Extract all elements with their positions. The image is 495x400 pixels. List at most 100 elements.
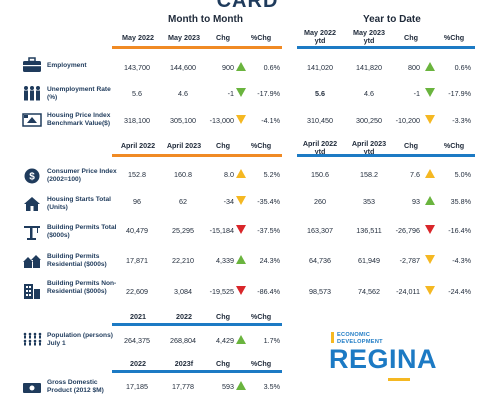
dollar-icon: $ bbox=[24, 168, 40, 184]
logo-underline bbox=[388, 378, 410, 381]
month-cell: 96 bbox=[133, 197, 141, 206]
col-header: May 2022 bbox=[122, 33, 154, 42]
month-cell: -17.9% bbox=[257, 89, 280, 98]
briefcase-icon bbox=[23, 57, 41, 72]
trend-up-green-icon bbox=[236, 255, 246, 264]
header-bar bbox=[112, 370, 282, 373]
ytd-header-bar bbox=[297, 154, 475, 157]
month-cell: -35.4% bbox=[257, 197, 280, 206]
ytd-cell: 163,307 bbox=[307, 226, 333, 235]
month-cell: 5.6 bbox=[132, 89, 142, 98]
homes-icon bbox=[23, 255, 41, 268]
row-label-employment: Employment bbox=[47, 62, 87, 69]
month-cell: 5.2% bbox=[263, 170, 280, 179]
ytd-cell: 141,020 bbox=[307, 63, 333, 72]
month-cell: 1.7% bbox=[263, 336, 280, 345]
col-header: May 2023 bbox=[168, 33, 200, 42]
row-label-housing-starts: Housing Starts Total (Units) bbox=[47, 196, 111, 211]
row-label-unemployment: Unemployment Rate (%) bbox=[47, 86, 111, 101]
ytd-cell: -16.4% bbox=[448, 226, 471, 235]
col-header: May 2023 ytd bbox=[353, 28, 385, 45]
svg-text:$: $ bbox=[29, 172, 35, 183]
ytd-cell: 4.6 bbox=[364, 89, 374, 98]
header-bar bbox=[112, 323, 282, 326]
trend-down-yellow-icon bbox=[236, 196, 246, 205]
col-header: May 2022 ytd bbox=[304, 28, 336, 45]
col-header: %Chg bbox=[250, 141, 272, 150]
month-cell: 305,100 bbox=[170, 116, 196, 125]
trend-down-green-icon bbox=[236, 88, 246, 97]
trend-down-green-icon bbox=[425, 88, 435, 97]
trend-up-green-icon bbox=[236, 381, 246, 390]
page-title: CARD bbox=[216, 0, 279, 12]
month-cell: 144,600 bbox=[170, 63, 196, 72]
month-cell: 17,185 bbox=[126, 382, 148, 391]
month-cell: 264,375 bbox=[124, 336, 150, 345]
row-label-building-permits-nonresidential: Building Permits Non-Residential ($000s) bbox=[47, 280, 117, 295]
month-cell: -19,525 bbox=[209, 287, 234, 296]
col-header: %Chg bbox=[250, 359, 272, 368]
month-cell: -1 bbox=[227, 89, 234, 98]
col-header: April 2023 ytd bbox=[351, 139, 387, 156]
month-cell: 17,871 bbox=[126, 256, 148, 265]
house-price-icon bbox=[22, 113, 42, 127]
row-label-cpi: Consumer Price Index (2002=100) bbox=[47, 168, 117, 183]
ytd-cell: 136,511 bbox=[356, 226, 382, 235]
month-cell: 22,609 bbox=[126, 287, 148, 296]
trend-down-yellow-icon bbox=[425, 115, 435, 124]
month-cell: 3.5% bbox=[263, 382, 280, 391]
ytd-cell: 150.6 bbox=[311, 170, 329, 179]
trend-up-green-icon bbox=[425, 196, 435, 205]
logo-accent-bar bbox=[331, 332, 334, 343]
month-cell: -13,000 bbox=[209, 116, 234, 125]
people-icon bbox=[24, 86, 40, 101]
month-cell: 268,804 bbox=[170, 336, 196, 345]
month-cell: 22,210 bbox=[172, 256, 194, 265]
ytd-cell: 74,562 bbox=[358, 287, 380, 296]
ytd-cell: -4.3% bbox=[452, 256, 471, 265]
month-header-bar bbox=[112, 46, 282, 49]
logo-regina: REGINA bbox=[329, 344, 438, 374]
col-header: 2022 bbox=[130, 359, 146, 368]
trend-down-yellow-icon bbox=[236, 115, 246, 124]
col-header: %Chg bbox=[443, 141, 465, 150]
col-header: %Chg bbox=[250, 33, 272, 42]
trend-down-red-icon bbox=[236, 225, 246, 234]
trend-up-green-icon bbox=[236, 335, 246, 344]
month-cell: 4.6 bbox=[178, 89, 188, 98]
col-header: April 2022 bbox=[120, 141, 156, 150]
trend-down-red-icon bbox=[236, 286, 246, 295]
ytd-cell: 158.2 bbox=[360, 170, 378, 179]
trend-up-yellow-icon bbox=[236, 169, 246, 178]
col-header: Chg bbox=[216, 33, 230, 42]
month-cell: -37.5% bbox=[257, 226, 280, 235]
ytd-cell: -2,787 bbox=[399, 256, 420, 265]
ytd-cell: 61,949 bbox=[358, 256, 380, 265]
month-header-bar bbox=[112, 154, 282, 157]
ytd-cell: -26,796 bbox=[395, 226, 420, 235]
ytd-cell: -3.3% bbox=[452, 116, 471, 125]
month-cell: -15,184 bbox=[209, 226, 234, 235]
ytd-cell: 300,250 bbox=[356, 116, 382, 125]
ytd-cell: 98,573 bbox=[309, 287, 331, 296]
ytd-cell: 353 bbox=[363, 197, 375, 206]
crane-icon bbox=[24, 226, 40, 240]
col-header: April 2022 ytd bbox=[302, 139, 338, 156]
month-cell: 152.8 bbox=[128, 170, 146, 179]
col-header: %Chg bbox=[443, 33, 465, 42]
logo-line1: ECONOMIC bbox=[337, 332, 371, 338]
office-building-icon bbox=[24, 284, 40, 299]
month-cell: 160.8 bbox=[174, 170, 192, 179]
trend-down-yellow-icon bbox=[425, 286, 435, 295]
month-cell: 62 bbox=[179, 197, 187, 206]
col-header: Chg bbox=[216, 359, 230, 368]
row-label-housing-price-index: Housing Price Index Benchmark Value($) bbox=[47, 112, 111, 127]
month-cell: 318,100 bbox=[124, 116, 150, 125]
month-cell: 17,778 bbox=[172, 382, 194, 391]
ytd-cell: 260 bbox=[314, 197, 326, 206]
trend-down-red-icon bbox=[425, 225, 435, 234]
ytd-cell: 5.6 bbox=[315, 89, 325, 98]
col-header: Chg bbox=[216, 312, 230, 321]
logo-line2: DEVELOPMENT bbox=[337, 339, 383, 345]
trend-down-yellow-icon bbox=[425, 255, 435, 264]
